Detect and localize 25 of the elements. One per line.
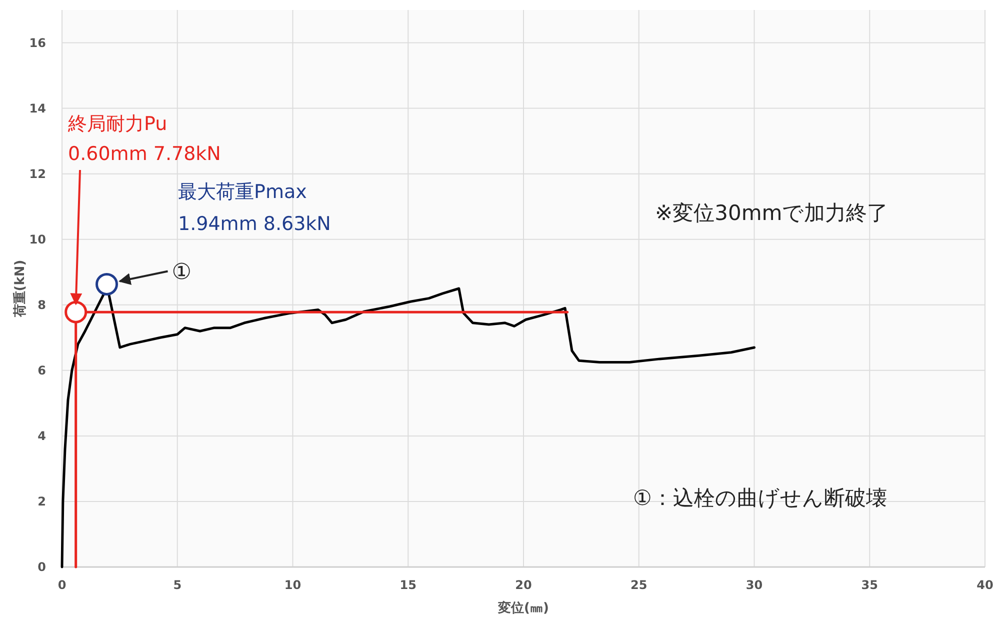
x-tick-label: 0 <box>58 578 66 592</box>
y-tick-label: 8 <box>38 298 46 312</box>
y-tick-label: 14 <box>29 101 46 116</box>
y-tick-label: 0 <box>38 560 46 574</box>
y-tick-label: 2 <box>38 494 46 508</box>
x-tick-label: 20 <box>515 578 532 592</box>
x-tick-label: 35 <box>861 578 878 592</box>
y-tick-label: 16 <box>29 36 46 50</box>
y-tick-label: 6 <box>38 363 46 378</box>
annotation: ① <box>172 260 192 286</box>
x-axis-title: 変位(㎜) <box>497 600 549 616</box>
y-axis-title: 荷重(kN) <box>12 260 28 318</box>
y-tick-label: 4 <box>38 428 46 443</box>
annotation: ①：込栓の曲げせん断破壊 <box>633 486 887 510</box>
x-tick-label: 40 <box>976 578 993 592</box>
x-tick-label: 25 <box>630 578 648 592</box>
x-tick-label: 30 <box>746 578 763 592</box>
x-tick-label: 10 <box>284 578 302 592</box>
x-tick-label: 5 <box>173 578 182 592</box>
annotation: 終局耐力Pu 0.60mm 7.78kN <box>67 113 221 165</box>
annotation: 最大荷重Pmax 1.94mm 8.63kN <box>178 181 331 235</box>
y-tick-label: 10 <box>29 232 46 246</box>
y-tick-label: 12 <box>29 166 46 181</box>
annotation: ※変位30mmで加力終了 <box>655 201 888 225</box>
x-tick-label: 15 <box>400 578 416 592</box>
